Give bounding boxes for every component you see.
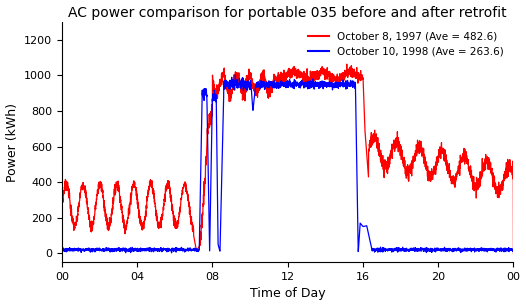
X-axis label: Time of Day: Time of Day [250,287,326,300]
Legend: October 8, 1997 (Ave = 482.6), October 10, 1998 (Ave = 263.6): October 8, 1997 (Ave = 482.6), October 1… [304,27,508,61]
Title: AC power comparison for portable 035 before and after retrofit: AC power comparison for portable 035 bef… [68,6,507,20]
Y-axis label: Power (kWh): Power (kWh) [6,103,18,182]
